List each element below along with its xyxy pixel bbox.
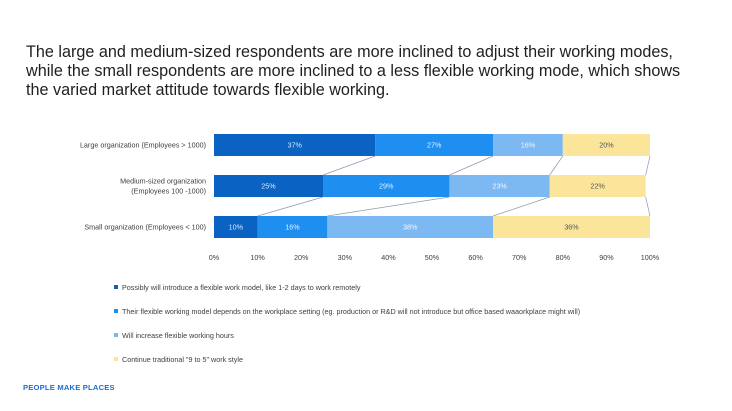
bar-value-label: 38% xyxy=(403,223,418,232)
x-tick-label: 70% xyxy=(512,253,527,262)
category-label: (Employees 100 -1000) xyxy=(131,187,206,196)
category-label: Small organization (Employees < 100) xyxy=(84,223,206,232)
x-tick-label: 10% xyxy=(250,253,265,262)
series-line xyxy=(549,155,564,176)
x-tick-label: 80% xyxy=(556,253,571,262)
category-label: Large organization (Employees > 1000) xyxy=(80,141,206,150)
legend-item: Will increase flexible working hours xyxy=(114,323,714,347)
bar-segment xyxy=(562,134,650,156)
footer-tagline: PEOPLE MAKE PLACES xyxy=(23,383,115,392)
legend-swatch xyxy=(114,309,118,313)
bar-segment xyxy=(449,175,550,197)
legend-item: Their flexible working model depends on … xyxy=(114,299,714,323)
legend-label: Their flexible working model depends on … xyxy=(122,306,581,316)
legend-label: Continue traditional "9 to 5" work style xyxy=(122,354,243,364)
legend-item: Continue traditional "9 to 5" work style xyxy=(114,347,714,371)
bar-segment xyxy=(493,134,563,156)
headline-line-2: while the small respondents are more inc… xyxy=(26,62,681,80)
category-label: Medium-sized organization xyxy=(120,177,206,186)
chart-headline: The large and medium-sized respondents a… xyxy=(26,43,716,100)
bar-value-label: 23% xyxy=(492,182,507,191)
bar-value-label: 16% xyxy=(285,223,300,232)
legend-swatch xyxy=(114,285,118,289)
x-tick-label: 100% xyxy=(641,253,660,262)
bar-segment xyxy=(214,175,323,197)
bar-value-label: 25% xyxy=(261,182,276,191)
legend-item: Possibly will introduce a flexible work … xyxy=(114,275,714,299)
series-line xyxy=(322,155,376,176)
headline-line-3: the varied market attitude towards flexi… xyxy=(26,81,390,99)
series-line xyxy=(492,196,550,217)
bar-value-label: 27% xyxy=(427,141,442,150)
series-line xyxy=(327,196,450,217)
headline-line-1: The large and medium-sized respondents a… xyxy=(26,43,673,61)
bar-segment xyxy=(549,175,646,197)
bar-segment xyxy=(323,175,450,197)
bar-segment xyxy=(214,134,376,156)
bar-value-label: 29% xyxy=(379,182,394,191)
chart-legend: Possibly will introduce a flexible work … xyxy=(114,275,714,371)
legend-label: Possibly will introduce a flexible work … xyxy=(122,282,361,292)
x-tick-label: 50% xyxy=(425,253,440,262)
series-line xyxy=(645,155,651,176)
bar-value-label: 10% xyxy=(229,223,244,232)
x-tick-label: 20% xyxy=(294,253,309,262)
bar-segment xyxy=(214,216,258,238)
legend-label: Will increase flexible working hours xyxy=(122,330,234,340)
x-tick-label: 60% xyxy=(468,253,483,262)
bar-segment xyxy=(327,216,494,238)
x-tick-label: 90% xyxy=(599,253,614,262)
bar-segment xyxy=(257,216,328,238)
bar-segment xyxy=(493,216,650,238)
bar-value-label: 16% xyxy=(521,141,536,150)
x-tick-label: 0% xyxy=(209,253,220,262)
series-line xyxy=(645,196,651,217)
bar-value-label: 37% xyxy=(287,141,302,150)
bar-value-label: 20% xyxy=(599,141,614,150)
bar-value-label: 36% xyxy=(564,223,579,232)
legend-swatch xyxy=(114,357,118,361)
bar-segment xyxy=(375,134,494,156)
legend-swatch xyxy=(114,333,118,337)
bar-value-label: 22% xyxy=(590,182,605,191)
series-line xyxy=(257,196,324,217)
series-line xyxy=(449,155,494,176)
x-tick-label: 40% xyxy=(381,253,396,262)
x-tick-label: 30% xyxy=(338,253,353,262)
